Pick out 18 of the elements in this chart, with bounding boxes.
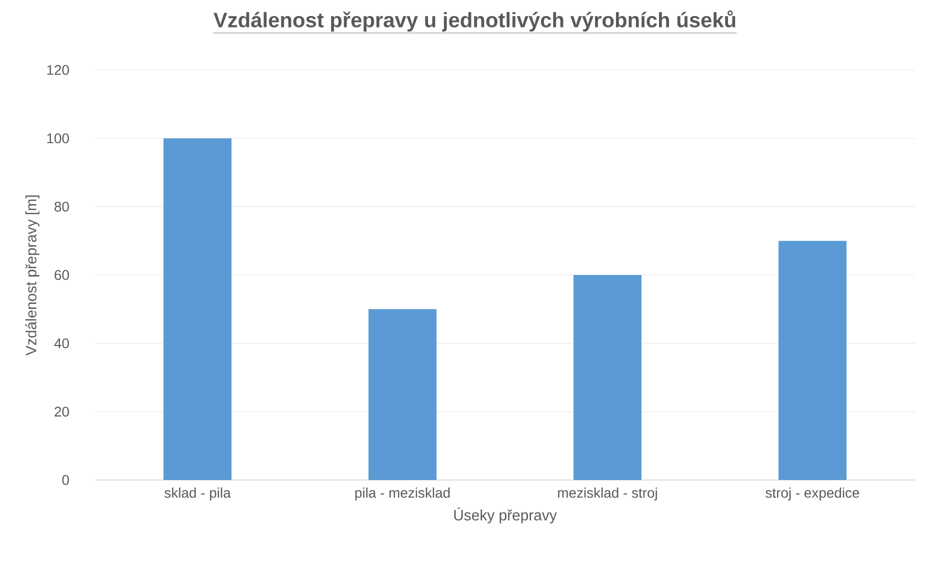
x-tick-label: mezisklad - stroj [558, 488, 657, 501]
y-axis-title: Vzdálenost přepravy [m] [25, 196, 40, 356]
x-axis-title: Úseky přepravy [454, 507, 557, 524]
bar [574, 274, 642, 480]
bar [368, 309, 437, 480]
chart-title: Vzdálenost přepravy u jednotlivých výrobních úseků [214, 10, 736, 32]
y-tick-label: 120 [47, 65, 69, 75]
x-tick-label: pila - mezisklad [355, 488, 450, 501]
y-tick-label: 80 [54, 202, 69, 212]
y-tick-label: 40 [54, 338, 69, 348]
y-tick-label: 60 [54, 270, 69, 280]
bar [778, 240, 847, 480]
y-tick-label: 100 [47, 133, 69, 144]
y-tick-label: 0 [62, 475, 69, 485]
x-tick-label: sklad - pila [164, 488, 231, 501]
y-tick-label: 20 [54, 406, 69, 417]
x-tick-label: stroj - expedice [766, 488, 860, 501]
bar [164, 138, 232, 480]
